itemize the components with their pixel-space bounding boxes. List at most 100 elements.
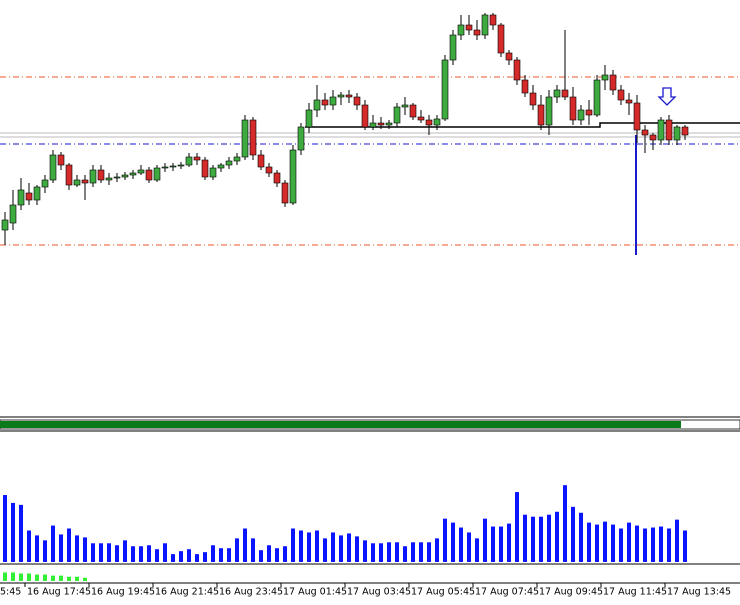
volume-bar <box>395 542 399 562</box>
x-tick-label: 17 Aug 03:45 <box>347 587 411 598</box>
volume-bar <box>467 532 471 562</box>
volume-bar <box>619 528 623 562</box>
candle-body <box>153 167 161 181</box>
volume-bar <box>99 543 103 562</box>
volume-bar <box>459 527 463 562</box>
volume-bar <box>91 543 95 562</box>
x-tick-label: 17 Aug 11:45 <box>603 587 667 598</box>
volume-bar <box>203 552 207 562</box>
volume-bar <box>19 504 23 562</box>
volume-bar <box>475 538 479 562</box>
candle-body <box>441 59 449 120</box>
candle-body <box>569 96 577 121</box>
volume-bar <box>491 526 495 562</box>
volume-bar <box>59 534 63 562</box>
volume-bar <box>315 530 319 562</box>
x-tick-label: 17 Aug 05:45 <box>411 587 475 598</box>
candle-body <box>649 134 657 141</box>
volume-bar <box>147 545 151 562</box>
candle-body <box>545 96 553 126</box>
volume-bar <box>195 554 199 562</box>
volume-bar <box>227 548 231 562</box>
volume-bar <box>683 530 687 562</box>
candle-body <box>289 149 297 204</box>
volume-bar <box>571 506 575 562</box>
volume-bar <box>579 512 583 562</box>
candle-body <box>161 166 169 169</box>
candle-body <box>361 104 369 128</box>
volume-bar <box>531 516 535 562</box>
volume-bar <box>67 528 71 562</box>
x-tick-label: 17 Aug 13:45 <box>667 587 731 598</box>
indicator-bar <box>11 572 15 581</box>
volume-bar <box>75 535 79 562</box>
candle-body <box>577 109 585 121</box>
candle-body <box>457 24 465 36</box>
candle-body <box>201 159 209 178</box>
volume-bar <box>307 532 311 562</box>
volume-bar <box>427 542 431 562</box>
volume-bar <box>187 549 191 562</box>
candle-body <box>353 96 361 106</box>
volume-bar <box>179 551 183 562</box>
candle-body <box>505 52 513 61</box>
volume-bar <box>611 524 615 562</box>
volume-bar <box>259 550 263 562</box>
candle-body <box>217 164 225 169</box>
volume-bar <box>51 525 55 562</box>
volume-bar <box>115 545 119 562</box>
candle-body <box>241 119 249 158</box>
candle-body <box>89 169 97 184</box>
x-tick-label: 16 Aug 23:45 <box>219 587 283 598</box>
volume-bar <box>131 546 135 562</box>
candle-body <box>305 109 313 128</box>
volume-bar <box>43 540 47 562</box>
candle-body <box>49 154 57 181</box>
candle-body <box>641 129 649 136</box>
indicator-bar <box>43 574 47 581</box>
candle-body <box>233 156 241 162</box>
candle-body <box>481 14 489 36</box>
candle-body <box>369 122 377 128</box>
candle-body <box>1 219 9 231</box>
candle-body <box>385 122 393 126</box>
volume-bar <box>547 514 551 562</box>
candle-body <box>633 102 641 131</box>
candle-body <box>593 79 601 116</box>
volume-bar <box>251 538 255 562</box>
candle-body <box>209 167 217 178</box>
volume-bar <box>331 532 335 562</box>
candle-body <box>9 204 17 224</box>
volume-bar <box>323 538 327 562</box>
candle-body <box>489 14 497 26</box>
volume-bar <box>83 537 87 562</box>
volume-bar <box>291 528 295 562</box>
indicator-bar <box>83 577 87 581</box>
candle-body <box>529 92 537 106</box>
volume-bar <box>35 535 39 562</box>
volume-bar <box>451 522 455 562</box>
candle-body <box>585 109 593 116</box>
candle-body <box>137 169 145 174</box>
volume-bar <box>675 519 679 562</box>
candle-body <box>409 104 417 118</box>
candle-body <box>177 164 185 167</box>
volume-bar <box>659 526 663 562</box>
candle-body <box>97 169 105 181</box>
candle-body <box>425 119 433 126</box>
volume-bar <box>139 546 143 562</box>
arrow-marker <box>657 87 677 106</box>
candle-body <box>657 119 665 141</box>
volume-bar <box>235 538 239 562</box>
candle-body <box>625 99 633 104</box>
volume-bar <box>563 485 567 562</box>
candle-body <box>169 165 177 168</box>
candle-body <box>601 74 609 81</box>
candle-body <box>113 176 121 179</box>
candle-body <box>401 104 409 108</box>
volume-bar <box>403 546 407 562</box>
indicator-bar <box>59 575 63 581</box>
volume-bar <box>411 542 415 562</box>
volume-bar <box>651 527 655 562</box>
